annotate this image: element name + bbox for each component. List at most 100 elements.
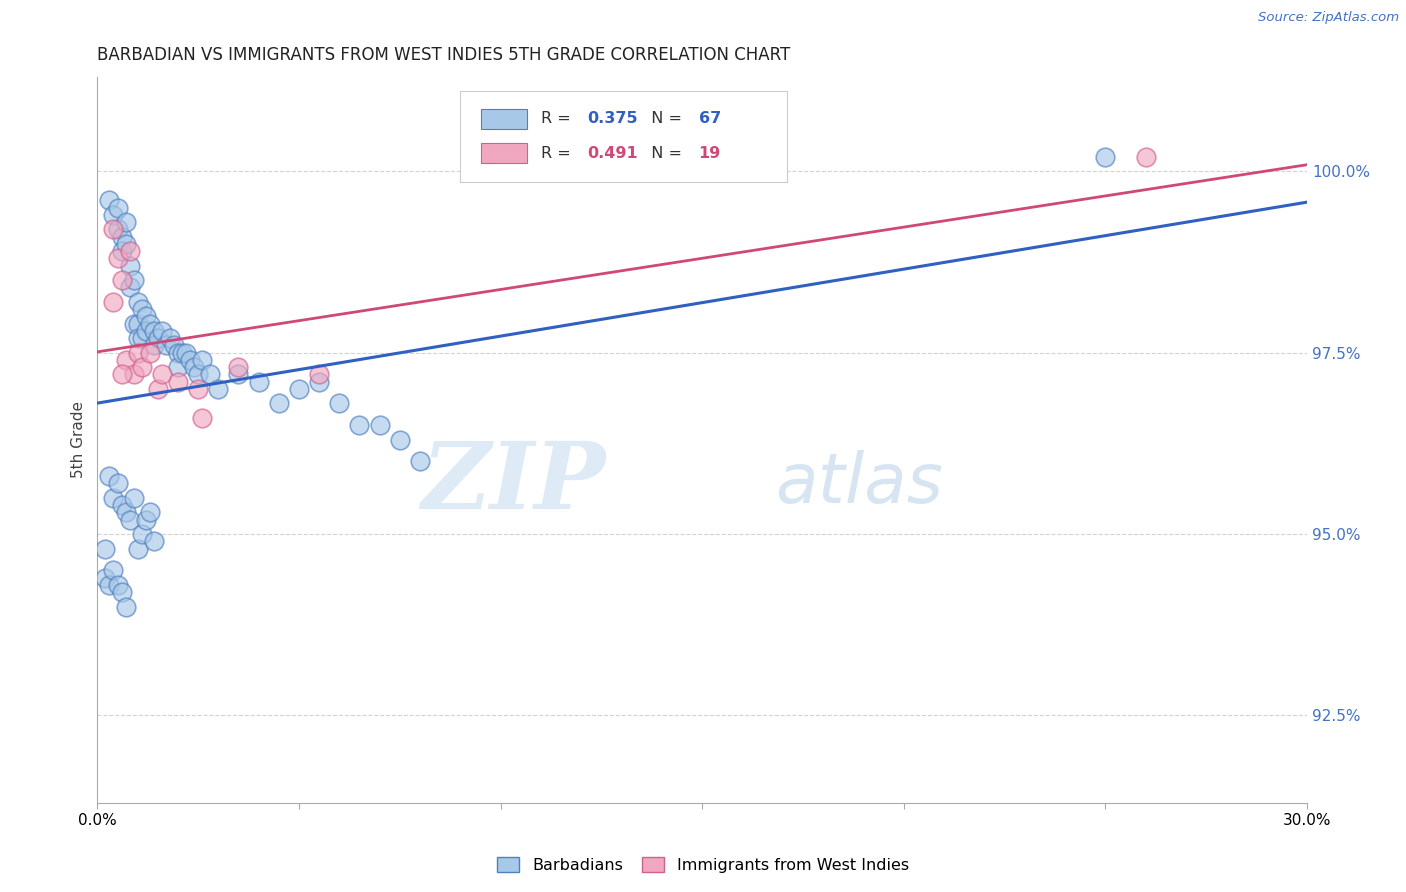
Point: [142, 534, 165, 549]
Point: [167, 360, 190, 375]
Text: BARBADIAN VS IMMIGRANTS FROM WEST INDIES 5TH GRADE CORRELATION CHART: BARBADIAN VS IMMIGRANTS FROM WEST INDIES…: [97, 46, 790, 64]
Point: [142, 338, 165, 352]
Point: [308, 368, 330, 382]
Point: [131, 302, 153, 317]
Point: [142, 324, 165, 338]
Point: [103, 491, 125, 505]
Point: [135, 512, 157, 526]
Point: [135, 324, 157, 338]
Point: [179, 352, 201, 367]
Point: [110, 273, 132, 287]
Text: 0.375: 0.375: [588, 112, 638, 127]
Point: [98, 469, 121, 483]
Point: [127, 317, 149, 331]
Point: [131, 527, 153, 541]
Point: [146, 382, 169, 396]
Point: [135, 310, 157, 324]
Text: N =: N =: [641, 112, 686, 127]
Text: R =: R =: [541, 145, 576, 161]
Point: [191, 352, 214, 367]
Point: [150, 368, 173, 382]
Point: [114, 505, 136, 519]
Point: [131, 331, 153, 345]
Point: [118, 259, 141, 273]
Point: [122, 368, 145, 382]
Text: 0.491: 0.491: [588, 145, 638, 161]
Point: [118, 512, 141, 526]
FancyBboxPatch shape: [481, 143, 527, 163]
Point: [103, 222, 125, 236]
Point: [1135, 150, 1157, 164]
Point: [110, 585, 132, 599]
Point: [98, 193, 121, 207]
Point: [107, 222, 129, 236]
Legend: Barbadians, Immigrants from West Indies: Barbadians, Immigrants from West Indies: [491, 851, 915, 880]
Point: [127, 331, 149, 345]
Point: [107, 252, 129, 266]
Point: [247, 375, 270, 389]
Point: [159, 331, 181, 345]
Point: [103, 563, 125, 577]
Point: [107, 201, 129, 215]
Point: [167, 345, 190, 359]
Point: [98, 578, 121, 592]
FancyBboxPatch shape: [460, 91, 787, 182]
Point: [328, 396, 350, 410]
Point: [107, 578, 129, 592]
Point: [174, 345, 197, 359]
Point: [114, 215, 136, 229]
Point: [288, 382, 311, 396]
Point: [110, 229, 132, 244]
Point: [127, 294, 149, 309]
Point: [200, 368, 222, 382]
Point: [267, 396, 290, 410]
Point: [114, 352, 136, 367]
Point: [146, 331, 169, 345]
Point: [170, 345, 193, 359]
Text: ZIP: ZIP: [422, 438, 606, 528]
Point: [207, 382, 229, 396]
Text: N =: N =: [641, 145, 686, 161]
Y-axis label: 5th Grade: 5th Grade: [72, 401, 86, 478]
Text: 67: 67: [699, 112, 721, 127]
Point: [167, 375, 190, 389]
Point: [122, 491, 145, 505]
Text: 19: 19: [699, 145, 721, 161]
Point: [122, 273, 145, 287]
Point: [122, 317, 145, 331]
Point: [228, 368, 250, 382]
Text: R =: R =: [541, 112, 576, 127]
Point: [183, 360, 205, 375]
Point: [139, 505, 162, 519]
Point: [110, 368, 132, 382]
Point: [131, 360, 153, 375]
Point: [110, 244, 132, 258]
Point: [187, 382, 209, 396]
Text: atlas: atlas: [776, 450, 943, 516]
Point: [1094, 150, 1116, 164]
Point: [139, 317, 162, 331]
Point: [409, 454, 432, 468]
Point: [349, 418, 371, 433]
Point: [127, 541, 149, 556]
Point: [127, 345, 149, 359]
Point: [150, 324, 173, 338]
Point: [163, 338, 186, 352]
FancyBboxPatch shape: [481, 109, 527, 129]
Point: [191, 411, 214, 425]
Point: [308, 375, 330, 389]
Point: [114, 236, 136, 251]
Point: [110, 498, 132, 512]
Point: [94, 541, 117, 556]
Point: [368, 418, 391, 433]
Point: [103, 294, 125, 309]
Point: [103, 208, 125, 222]
Point: [155, 338, 177, 352]
Point: [388, 433, 411, 447]
Point: [139, 345, 162, 359]
Point: [94, 571, 117, 585]
Point: [118, 280, 141, 294]
Point: [228, 360, 250, 375]
Point: [114, 599, 136, 614]
Point: [107, 476, 129, 491]
